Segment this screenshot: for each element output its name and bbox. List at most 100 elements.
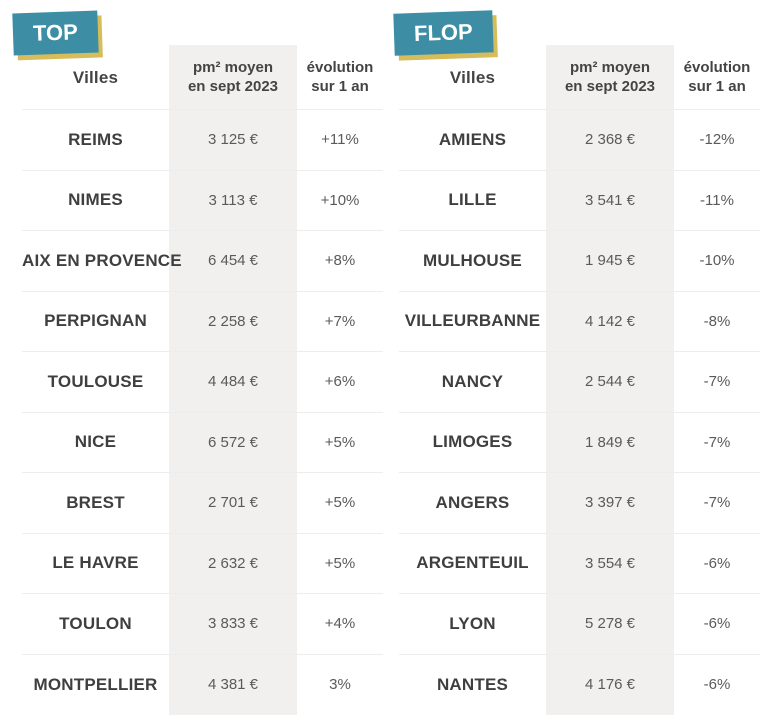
price-per-sqm: 4 381 € [207,676,259,694]
price-per-sqm: 3 397 € [584,494,636,512]
city-name: TOULOUSE [47,371,144,391]
price-per-sqm: 2 701 € [207,494,259,512]
flop-price-column-background [546,45,674,715]
table-row: ANGERS 3 397 € -7% [399,473,760,534]
top-table-header: Villes pm² moyen en sept 2023 évolution … [22,45,383,110]
header-price-line2: en sept 2023 [187,78,279,95]
city-name: BREST [66,492,125,512]
price-per-sqm: 4 176 € [584,676,636,694]
table-row: LE HAVRE 2 632 € +5% [22,534,383,594]
price-per-sqm: 6 572 € [207,433,259,451]
header-price-line1: pm² moyen [569,59,650,76]
price-per-sqm: 6 454 € [207,252,259,270]
header-price-line1: pm² moyen [192,59,273,76]
flop-table-header: Villes pm² moyen en sept 2023 évolution … [399,45,760,110]
city-name: NANTES [436,674,509,694]
yearly-evolution: +5% [324,554,356,572]
city-name: LE HAVRE [52,553,139,573]
yearly-evolution: -7% [703,494,731,512]
price-per-sqm: 2 632 € [207,554,259,572]
city-name: AMIENS [438,129,507,149]
city-name: NANCY [441,371,504,391]
table-row: LIMOGES 1 849 € -7% [399,413,760,473]
price-per-sqm: 2 368 € [584,131,636,149]
table-row: NANTES 4 176 € -6% [399,655,760,716]
yearly-evolution: +11% [321,131,359,149]
yearly-evolution: -10% [699,252,735,270]
flop-table: Villes pm² moyen en sept 2023 évolution … [399,45,760,715]
header-evolution: évolution sur 1 an [297,58,383,96]
city-name: REIMS [68,129,123,149]
city-name: ARGENTEUIL [416,553,529,573]
header-evolution-line2: sur 1 an [311,78,369,95]
yearly-evolution: -6% [703,676,731,694]
yearly-evolution: +10% [320,191,360,209]
price-per-sqm: 3 125 € [207,131,259,149]
price-per-sqm: 2 544 € [584,373,636,391]
yearly-evolution: -7% [703,373,731,391]
price-per-sqm: 4 142 € [584,312,636,330]
yearly-evolution: +5% [324,433,356,451]
top-price-column-background [169,45,297,715]
table-row: MONTPELLIER 4 381 € 3% [22,655,383,716]
city-name: AIX EN PROVENCE [22,250,182,270]
table-row: BREST 2 701 € +5% [22,473,383,534]
yearly-evolution: -6% [703,615,731,633]
header-price: pm² moyen en sept 2023 [169,58,297,96]
price-per-sqm: 3 113 € [208,191,258,209]
header-city: Villes [449,67,496,87]
price-per-sqm: 5 278 € [584,615,636,633]
header-city: Villes [72,67,119,87]
city-name: NICE [74,432,117,452]
yearly-evolution: -6% [703,554,731,572]
header-evolution-line1: évolution [683,59,751,76]
table-row: MULHOUSE 1 945 € -10% [399,231,760,292]
price-per-sqm: 4 484 € [207,373,259,391]
yearly-evolution: +7% [324,312,356,330]
city-name: LYON [449,613,496,633]
table-row: LYON 5 278 € -6% [399,594,760,655]
table-row: REIMS 3 125 € +11% [22,110,383,171]
city-name: VILLEURBANNE [404,311,541,331]
yearly-evolution: -7% [703,433,731,451]
yearly-evolution: +6% [324,373,356,391]
price-per-sqm: 3 554 € [584,554,636,572]
yearly-evolution: +4% [324,615,356,633]
yearly-evolution: +5% [324,494,356,512]
yearly-evolution: 3% [329,676,351,694]
city-name: NIMES [68,190,123,210]
price-per-sqm: 3 541 € [584,191,636,209]
flop-tag: FLOP [393,10,494,56]
table-row: LILLE 3 541 € -11% [399,171,760,231]
top-table: Villes pm² moyen en sept 2023 évolution … [22,45,383,715]
table-row: AIX EN PROVENCE 6 454 € +8% [22,231,383,292]
price-per-sqm: 3 833 € [207,615,259,633]
city-name: MONTPELLIER [33,674,158,694]
yearly-evolution: -11% [700,191,734,209]
table-row: AMIENS 2 368 € -12% [399,110,760,171]
header-evolution: évolution sur 1 an [674,58,760,96]
table-row: TOULOUSE 4 484 € +6% [22,352,383,413]
city-name: LILLE [448,190,497,210]
table-row: NANCY 2 544 € -7% [399,352,760,413]
price-per-sqm: 2 258 € [207,312,259,330]
table-row: ARGENTEUIL 3 554 € -6% [399,534,760,594]
top-tag: TOP [12,10,99,56]
city-name: PERPIGNAN [44,311,147,331]
table-row: NICE 6 572 € +5% [22,413,383,473]
price-per-sqm: 1 945 € [584,252,636,270]
city-name: LIMOGES [432,432,513,452]
yearly-evolution: -12% [699,131,735,149]
price-per-sqm: 1 849 € [584,433,636,451]
header-evolution-line2: sur 1 an [688,78,746,95]
yearly-evolution: -8% [703,312,731,330]
city-name: ANGERS [435,492,510,512]
header-price: pm² moyen en sept 2023 [546,58,674,96]
header-evolution-line1: évolution [306,59,374,76]
header-price-line2: en sept 2023 [564,78,656,95]
table-row: TOULON 3 833 € +4% [22,594,383,655]
city-name: TOULON [59,613,132,633]
table-row: VILLEURBANNE 4 142 € -8% [399,292,760,352]
table-row: PERPIGNAN 2 258 € +7% [22,292,383,352]
city-name: MULHOUSE [423,250,522,270]
